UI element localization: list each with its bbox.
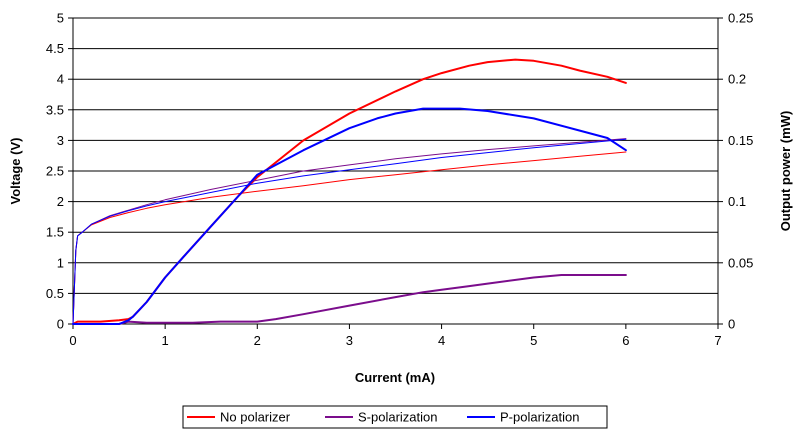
x-tick-label: 3	[346, 333, 353, 348]
legend-item-p-polarization: P-polarization	[467, 410, 580, 425]
x-tick-label: 6	[622, 333, 629, 348]
x-axis-title: Current (mA)	[355, 370, 435, 385]
y2-tick-label: 0.25	[728, 11, 753, 26]
legend-box	[182, 405, 608, 429]
y-tick-label: 1.5	[46, 225, 64, 240]
x-tick-label: 5	[530, 333, 537, 348]
series-lines	[72, 58, 627, 325]
y2-tick-labels: 0 0.05 0.1 0.15 0.2 0.25	[718, 11, 753, 332]
y-tick-labels: 0 0.5 1 1.5 2 2.5 3 3.5 4 4.5 5	[46, 11, 73, 332]
s-polarization-voltage-line	[72, 138, 627, 325]
y-tick-label: 0	[57, 317, 64, 332]
legend-item-s-polarization: S-polarization	[325, 410, 438, 425]
y-tick-label: 0.5	[46, 286, 64, 301]
no-polarizer-voltage-line	[72, 151, 627, 325]
y2-tick-label: 0.05	[728, 255, 753, 270]
x-tick-label: 7	[714, 333, 721, 348]
y2-tick-label: 0.15	[728, 133, 753, 148]
y-tick-label: 4.5	[46, 41, 64, 56]
y2-tick-label: 0.1	[728, 194, 746, 209]
legend-label: P-polarization	[500, 410, 580, 425]
p-polarization-voltage-line	[72, 138, 627, 325]
x-tick-label: 0	[69, 333, 76, 348]
y-tick-label: 2	[57, 194, 64, 209]
y-tick-label: 1	[57, 255, 64, 270]
y-tick-label: 3	[57, 133, 64, 148]
gridlines	[73, 17, 718, 294]
y2-tick-label: 0.2	[728, 72, 746, 87]
x-tick-labels: 0 1 2 3 4 5 6 7	[69, 324, 722, 348]
legend: No polarizer S-polarization P-polarization	[182, 405, 608, 429]
y-tick-label: 3.5	[46, 102, 64, 117]
legend-item-no-polarizer: No polarizer	[187, 410, 291, 425]
y2-tick-label: 0	[728, 317, 735, 332]
y-axis-title: Voltage (V)	[8, 138, 23, 205]
y-tick-label: 4	[57, 72, 64, 87]
legend-label: S-polarization	[358, 410, 438, 425]
no-polarizer-power-line	[72, 58, 627, 325]
p-polarization-power-line	[72, 107, 627, 325]
y-tick-label: 5	[57, 11, 64, 26]
y-tick-label: 2.5	[46, 164, 64, 179]
x-tick-label: 4	[438, 333, 445, 348]
x-tick-label: 2	[254, 333, 261, 348]
y2-axis-title: Output power (mW)	[778, 111, 793, 232]
legend-label: No polarizer	[220, 410, 291, 425]
s-polarization-power-line	[72, 274, 627, 325]
x-tick-label: 1	[162, 333, 169, 348]
